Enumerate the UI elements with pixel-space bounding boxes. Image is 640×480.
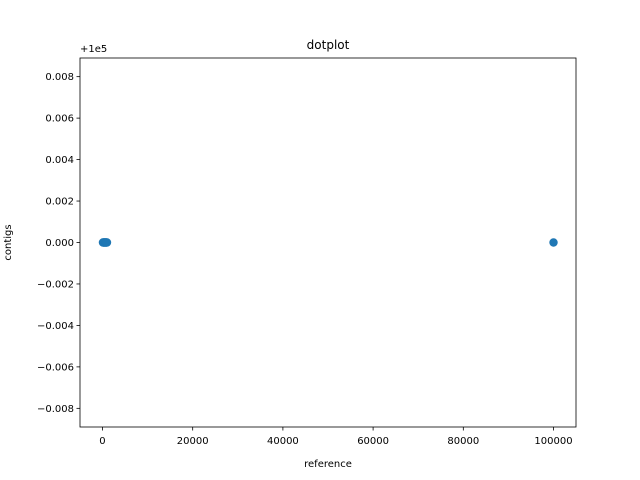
x-tick-label: 40000 (267, 436, 299, 447)
x-tick-label: 0 (99, 436, 105, 447)
y-tick-label: 0.000 (45, 238, 74, 249)
y-tick-label: 0.006 (45, 114, 74, 125)
x-tick-label: 100000 (534, 436, 572, 447)
chart-title: dotplot (307, 38, 350, 52)
x-axis-ticks: 0 20000 40000 60000 80000 100000 (99, 427, 573, 447)
y-axis-label: contigs (3, 224, 14, 260)
y-offset-text: +1e5 (80, 44, 107, 55)
y-tick-label: 0.004 (45, 155, 74, 166)
y-tick-label: −0.002 (37, 279, 74, 290)
y-tick-label: 0.002 (45, 197, 74, 208)
plot-frame (79, 57, 577, 428)
y-tick-label: 0.008 (45, 72, 74, 83)
x-tick-label: 20000 (177, 436, 209, 447)
data-point (102, 238, 112, 247)
plot-area (80, 58, 576, 427)
y-tick-label: −0.006 (37, 362, 74, 373)
x-tick-label: 60000 (357, 436, 389, 447)
y-tick-label: −0.004 (37, 321, 74, 332)
x-tick-label: 80000 (447, 436, 479, 447)
scatter-points (98, 238, 558, 247)
x-axis-label: reference (304, 459, 352, 470)
y-tick-label: −0.008 (37, 404, 74, 415)
data-point (549, 238, 558, 247)
y-axis-ticks: 0.008 0.006 0.004 0.002 0.000 −0.002 −0.004 −0.… (37, 72, 80, 415)
